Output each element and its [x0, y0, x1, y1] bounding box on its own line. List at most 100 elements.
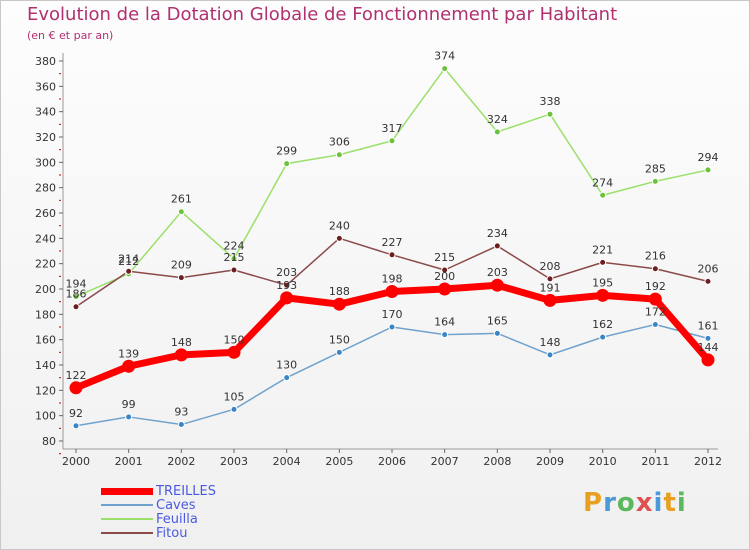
x-tick-label: 2003 [220, 455, 248, 468]
y-tick-label: 140 [35, 359, 56, 372]
legend-label: Feuilla [156, 512, 198, 527]
data-label: 170 [382, 308, 403, 321]
x-tick-label: 2011 [641, 455, 669, 468]
legend-swatch [101, 532, 153, 534]
data-label: 195 [592, 276, 613, 289]
data-point [72, 293, 80, 301]
data-label: 130 [276, 359, 297, 372]
data-point [335, 348, 343, 356]
data-label: 216 [645, 250, 666, 263]
y-tick-label: 200 [35, 283, 56, 296]
y-tick-label: 100 [35, 410, 56, 423]
data-label: 324 [487, 113, 508, 126]
data-label: 215 [224, 251, 245, 264]
x-tick-label: 2009 [536, 455, 564, 468]
logo-letter: x [635, 488, 654, 518]
data-label: 186 [66, 288, 87, 301]
x-tick-label: 2010 [589, 455, 617, 468]
data-point [230, 405, 238, 413]
x-tick-label: 2004 [273, 455, 301, 468]
data-label: 192 [645, 280, 666, 293]
data-label: 214 [118, 252, 139, 265]
data-label: 165 [487, 314, 508, 327]
data-label: 306 [329, 136, 350, 149]
data-point [122, 359, 136, 373]
legend-label: Fitou [156, 526, 188, 541]
data-point [125, 413, 133, 421]
legend-item: Fitou [101, 527, 216, 541]
data-point [388, 251, 396, 259]
y-tick-label: 280 [35, 182, 56, 195]
data-label: 172 [645, 305, 666, 318]
legend: TREILLES Caves Feuilla Fitou [101, 485, 216, 541]
data-label: 338 [540, 95, 561, 108]
logo-letter: i [653, 488, 664, 518]
logo-letter: o [616, 488, 636, 518]
data-label: 150 [224, 333, 245, 346]
logo-letter: r [603, 488, 617, 518]
data-point [493, 128, 501, 136]
data-point [546, 351, 554, 359]
data-label: 188 [329, 285, 350, 298]
data-label: 234 [487, 227, 508, 240]
data-point [441, 331, 449, 339]
data-point [69, 381, 83, 395]
legend-label: TREILLES [156, 484, 216, 499]
data-label: 144 [698, 341, 719, 354]
data-label: 209 [171, 259, 192, 272]
data-label: 227 [382, 236, 403, 249]
data-point [441, 266, 449, 274]
data-label: 208 [540, 260, 561, 273]
data-label: 198 [382, 273, 403, 286]
data-label: 294 [698, 151, 719, 164]
chart-subtitle: (en € et par an) [27, 29, 114, 42]
data-label: 200 [434, 270, 455, 283]
logo-letter: P [583, 488, 604, 518]
data-point [388, 323, 396, 331]
data-point [72, 422, 80, 430]
y-tick-label: 220 [35, 258, 56, 271]
x-tick-label: 2006 [378, 455, 406, 468]
data-label: 193 [276, 279, 297, 292]
data-label: 240 [329, 219, 350, 232]
data-label: 161 [698, 319, 719, 332]
data-point [177, 274, 185, 282]
data-point [283, 281, 291, 289]
line-chart: 80 100 120 140 160 180 200 220 240 260 280 300 320 34… [35, 50, 722, 468]
data-point [599, 333, 607, 341]
data-point [335, 151, 343, 159]
data-point [546, 110, 554, 118]
data-label: 203 [276, 266, 297, 279]
data-label: 191 [540, 281, 561, 294]
data-label: 374 [434, 50, 455, 63]
data-point [230, 266, 238, 274]
y-tick-label: 120 [35, 384, 56, 397]
data-point [177, 421, 185, 429]
data-point [72, 303, 80, 311]
y-tick-label: 80 [42, 435, 56, 448]
data-label: 215 [434, 251, 455, 264]
x-tick-label: 2005 [325, 455, 353, 468]
x-tick-label: 2001 [115, 455, 143, 468]
data-point [648, 292, 662, 306]
data-point [493, 329, 501, 337]
data-point [227, 345, 241, 359]
legend-item: TREILLES [101, 485, 216, 499]
data-label: 148 [540, 336, 561, 349]
data-point [174, 348, 188, 362]
data-label: 212 [118, 255, 139, 268]
proxiti-logo: Proxiti [583, 488, 687, 518]
y-tick-label: 260 [35, 207, 56, 220]
data-point [438, 282, 452, 296]
data-label: 221 [592, 243, 613, 256]
legend-item: Feuilla [101, 513, 216, 527]
data-label: 148 [171, 336, 192, 349]
y-tick-label: 320 [35, 131, 56, 144]
data-label: 261 [171, 193, 192, 206]
data-label: 203 [487, 266, 508, 279]
data-label: 93 [174, 406, 188, 419]
data-point [335, 234, 343, 242]
data-point [125, 267, 133, 275]
data-point [651, 265, 659, 273]
